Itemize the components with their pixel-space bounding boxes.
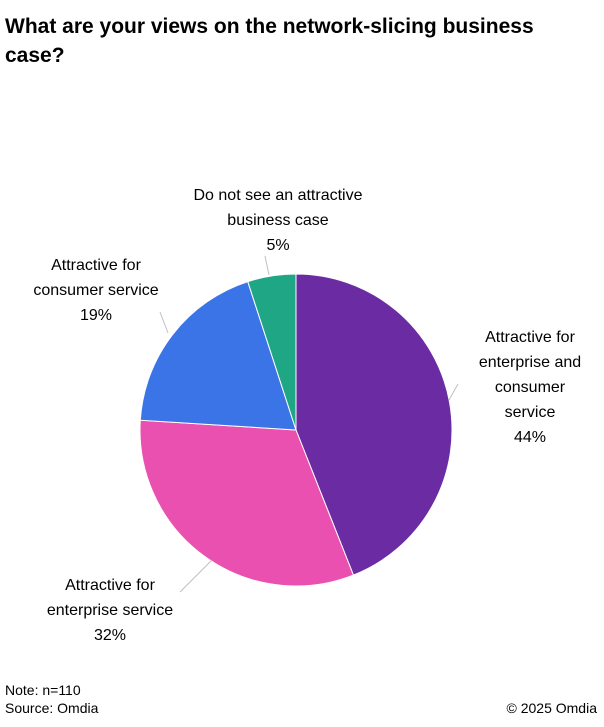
chart-title: What are your views on the network-slici… xyxy=(5,15,534,67)
copyright-text: © 2025 Omdia xyxy=(506,700,597,716)
note-text: Note: n=110 xyxy=(5,682,81,698)
leader-line-1 xyxy=(179,559,213,593)
leader-line-2 xyxy=(159,311,169,334)
footer-notes: Note: n=110 Source: Omdia xyxy=(5,681,98,717)
slice-label-3: Do not see an attractive business case 5% xyxy=(194,187,363,254)
leader-line-0 xyxy=(448,383,459,401)
pie-slice-1 xyxy=(139,419,355,587)
slice-label-2: Attractive for consumer service 19% xyxy=(33,257,158,324)
source-text: Source: Omdia xyxy=(5,700,99,716)
slice-label-1: Attractive for enterprise service 32% xyxy=(47,577,173,644)
pie-slice-2 xyxy=(139,281,297,431)
leader-line-3 xyxy=(264,255,270,276)
pie-slice-0 xyxy=(295,273,453,576)
slice-label-0: Attractive for enterprise and consumer serv… xyxy=(479,329,581,446)
pie-slice-3 xyxy=(247,273,297,431)
